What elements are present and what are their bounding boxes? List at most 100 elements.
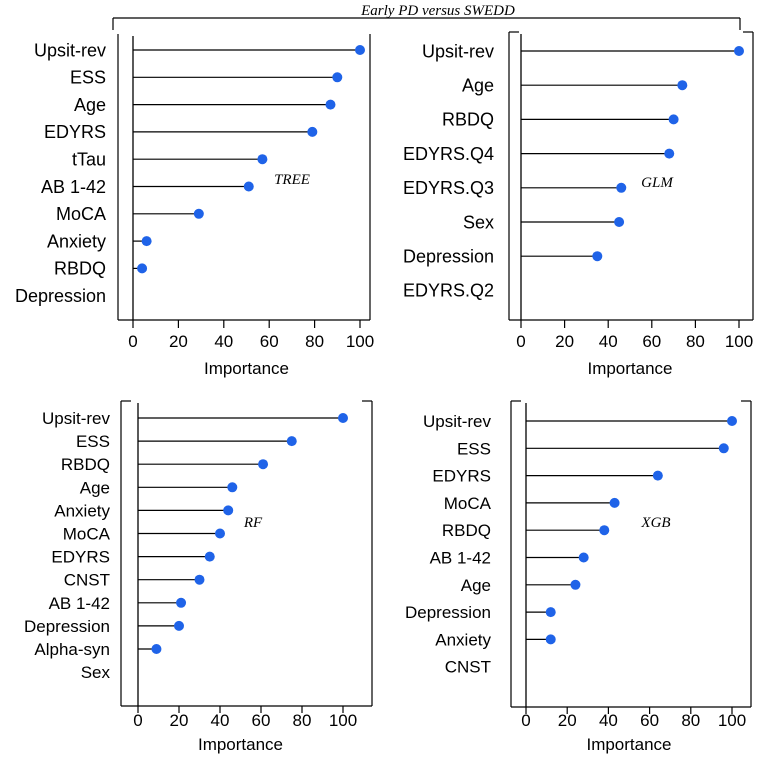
tree-model-label: TREE [274, 172, 310, 188]
rf-x-tick-label: 60 [252, 711, 271, 730]
glm-panel: Upsit-rev Age RBDQ EDYRS.Q4 EDYRS.Q3 Sex Depre… [403, 31, 754, 378]
rf-category-label: EDYRS [51, 548, 110, 567]
xgb-category-label: RBDQ [442, 521, 491, 540]
glm-category-label: Upsit-rev [422, 41, 494, 61]
rf-x-tick-label: 0 [133, 711, 142, 730]
rf-category-label: Upsit-rev [42, 409, 111, 428]
tree-category-label: RBDQ [54, 259, 106, 279]
tree-point [141, 236, 152, 247]
rf-point [338, 413, 348, 423]
xgb-x-tick-label: 100 [718, 711, 746, 730]
rf-category-label: ESS [76, 432, 110, 451]
glm-category-label: Depression [403, 247, 494, 267]
figure-title: Early PD versus SWEDD [360, 3, 515, 19]
rf-point [286, 436, 297, 447]
tree-category-label: Upsit-rev [34, 40, 106, 60]
xgb-x-tick-label: 0 [521, 711, 530, 730]
xgb-model-label: XGB [640, 515, 670, 531]
tree-point [257, 154, 268, 165]
xgb-category-label: Depression [405, 603, 491, 622]
rf-point [223, 505, 234, 516]
rf-point [194, 574, 205, 585]
glm-x-tick-label: 20 [555, 332, 574, 351]
rf-point [215, 528, 225, 539]
xgb-x-axis-title: Importance [586, 735, 671, 754]
rf-category-label: Age [80, 478, 110, 497]
xgb-point [727, 416, 737, 426]
tree-category-label: tTau [72, 150, 106, 170]
glm-model-label: GLM [641, 175, 674, 191]
glm-point [677, 80, 688, 91]
glm-point [664, 148, 675, 159]
rf-point [176, 597, 187, 608]
tree-category-label: ESS [70, 68, 106, 88]
glm-x-axis-title: Importance [587, 359, 672, 378]
rf-x-tick-label: 20 [170, 711, 189, 730]
tree-x-tick-label: 40 [214, 332, 233, 351]
tree-point [307, 126, 318, 137]
glm-point [614, 217, 625, 227]
xgb-category-label: Age [461, 576, 491, 595]
glm-category-label: Age [462, 76, 494, 96]
xgb-panel: Upsit-rev ESS EDYRS MoCA RBDQ AB 1-42 Age Depre… [405, 400, 752, 754]
glm-x-tick-label: 100 [725, 332, 753, 351]
rf-point [151, 644, 162, 654]
tree-panel: Upsit-rev ESS Age EDYRS tTau AB 1-42 MoCA Anxie… [15, 34, 374, 378]
xgb-category-label: CNST [445, 658, 491, 677]
xgb-point [652, 470, 663, 481]
xgb-point [578, 552, 589, 563]
tree-point [355, 45, 365, 55]
glm-point [592, 251, 603, 262]
xgb-point [609, 497, 620, 508]
glm-x-tick-label: 40 [599, 332, 618, 351]
rf-panel: Upsit-rev ESS RBDQ Age Anxiety MoCA EDYRS CNST A… [24, 400, 373, 754]
xgb-point [599, 525, 610, 536]
rf-x-axis-title: Importance [198, 735, 283, 754]
rf-x-tick-label: 40 [211, 711, 230, 730]
xgb-point [718, 443, 729, 454]
glm-category-label: EDYRS.Q4 [403, 144, 494, 164]
xgb-category-label: EDYRS [432, 467, 491, 486]
rf-point [174, 620, 184, 631]
tree-x-tick-label: 20 [169, 332, 188, 351]
xgb-category-label: ESS [457, 439, 491, 458]
rf-model-label: RF [243, 515, 263, 531]
tree-x-axis-title: Importance [204, 359, 289, 378]
rf-point [258, 459, 269, 470]
rf-category-label: Alpha-syn [34, 640, 110, 659]
tree-x-tick-label: 60 [260, 332, 279, 351]
xgb-category-label: Anxiety [435, 630, 491, 649]
tree-category-label: Age [74, 95, 106, 115]
glm-point [616, 182, 627, 193]
tree-category-label: MoCA [56, 204, 106, 224]
rf-point [227, 482, 238, 493]
tree-category-label: Depression [15, 286, 106, 306]
rf-category-label: AB 1-42 [49, 594, 110, 613]
xgb-category-label: MoCA [444, 494, 492, 513]
tree-point [193, 208, 204, 219]
rf-category-label: Sex [81, 663, 111, 682]
rf-x-tick-label: 100 [329, 711, 357, 730]
rf-category-label: Depression [24, 617, 110, 636]
xgb-x-tick-label: 80 [681, 711, 700, 730]
tree-point [332, 72, 343, 83]
glm-point [734, 46, 744, 56]
xgb-x-tick-label: 20 [558, 711, 577, 730]
glm-category-label: RBDQ [442, 110, 494, 130]
glm-x-tick-label: 0 [516, 332, 525, 351]
xgb-point [570, 579, 581, 590]
glm-category-label: EDYRS.Q2 [403, 281, 494, 301]
xgb-point [545, 634, 556, 645]
tree-x-tick-label: 80 [305, 332, 324, 351]
xgb-category-label: AB 1-42 [430, 548, 491, 567]
glm-category-label: Sex [463, 212, 494, 232]
tree-x-tick-label: 100 [346, 332, 374, 351]
rf-category-label: MoCA [63, 524, 111, 543]
rf-category-label: CNST [64, 571, 110, 590]
tree-category-label: Anxiety [47, 231, 106, 251]
xgb-category-label: Upsit-rev [423, 412, 492, 431]
tree-category-label: EDYRS [44, 122, 106, 142]
tree-x-tick-label: 0 [128, 332, 137, 351]
glm-x-tick-label: 80 [686, 332, 705, 351]
